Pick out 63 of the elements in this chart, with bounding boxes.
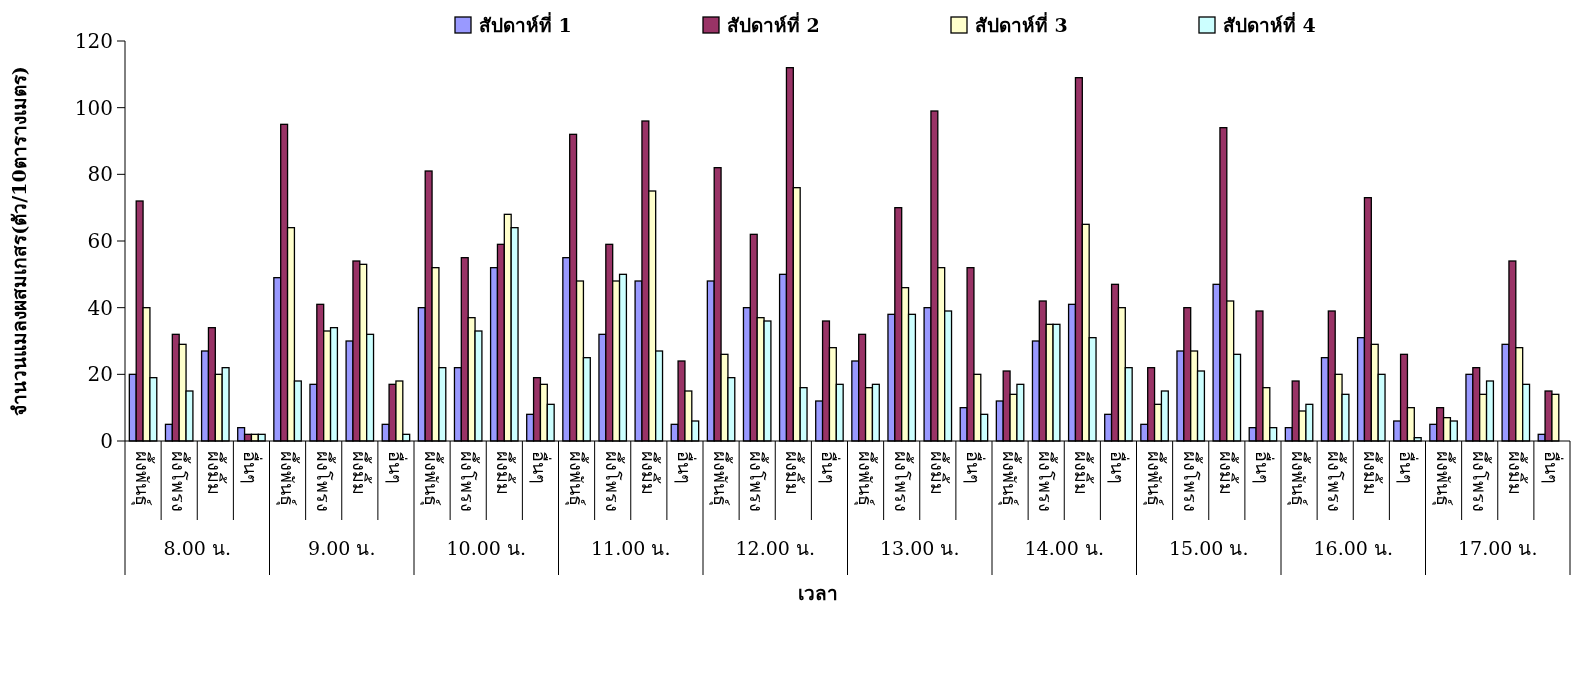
x-tick-label: อื่นๆ xyxy=(1107,451,1131,484)
y-tick-label: 120 xyxy=(74,29,113,53)
x-tick-label: ผึ้งมิ้ม xyxy=(348,451,372,495)
text: 9.00 น. xyxy=(308,537,376,559)
x-tick-label: ผึ้งพันธุ์ xyxy=(1431,451,1456,506)
x-tick-label: ผึ้งโพรง xyxy=(312,451,336,512)
x-tick-label: อื่นๆ xyxy=(529,451,553,484)
x-tick-label: ผึ้งโพรง xyxy=(890,451,914,512)
x-tick-label: ผึ้งมิ้ม xyxy=(926,451,950,495)
x-tick-label: อื่นๆ xyxy=(1251,451,1275,484)
x-axis-title: เวลา xyxy=(797,582,838,604)
text: 8.00 น. xyxy=(163,537,231,559)
y-tick-label: 60 xyxy=(87,229,113,253)
y-axis-title: จำนวนแมลงผสมเกสร(ตัว/10ตารางเมตร) xyxy=(8,66,30,416)
x-tick-label: อื่นๆ xyxy=(1396,451,1420,484)
text: 12.00 น. xyxy=(735,537,815,559)
text: 10.00 น. xyxy=(446,537,526,559)
y-tick-label: 100 xyxy=(74,95,113,120)
text: 14.00 น. xyxy=(1024,537,1104,559)
x-tick-label: ผึ้งมิ้ม xyxy=(637,451,661,495)
x-tick-label: ผึ้งมิ้ม xyxy=(782,451,806,495)
x-tick-label: อื่นๆ xyxy=(1540,451,1564,484)
text: 16.00 น. xyxy=(1313,537,1393,559)
x-tick-label: อื่นๆ xyxy=(818,451,842,484)
x-tick-label: ผึ้งพันธุ์ xyxy=(998,451,1023,506)
x-tick-label: ผึ้งโพรง xyxy=(168,451,192,512)
x-tick-label: อื่นๆ xyxy=(962,451,986,484)
x-tick-label: ผึ้งโพรง xyxy=(1179,451,1203,512)
x-tick-label: ผึ้งพันธุ์ xyxy=(709,451,734,506)
x-tick-label: อื่นๆ xyxy=(384,451,408,484)
legend-label: สัปดาห์ที่ 3 xyxy=(975,12,1068,36)
x-tick-label: ผึ้งมิ้ม xyxy=(1504,451,1528,495)
x-tick-label: ผึ้งโพรง xyxy=(1324,451,1348,512)
text: 15.00 น. xyxy=(1169,537,1249,559)
x-tick-label: ผึ้งพันธุ์ xyxy=(1142,451,1167,506)
x-tick-label: ผึ้งโพรง xyxy=(457,451,481,512)
x-tick-label: ผึ้งพันธุ์ xyxy=(131,451,156,506)
x-tick-label: ผึ้งพันธุ์ xyxy=(275,451,300,506)
x-tick-label: ผึ้งโพรง xyxy=(601,451,625,512)
x-tick-label: อื่นๆ xyxy=(673,451,697,484)
x-tick-label: ผึ้งพันธุ์ xyxy=(853,451,878,506)
text: 13.00 น. xyxy=(880,537,960,559)
x-tick-label: ผึ้งโพรง xyxy=(1035,451,1059,512)
x-tick-label: ผึ้งพันธุ์ xyxy=(420,451,445,506)
y-tick-label: 40 xyxy=(87,295,113,320)
y-tick-label: 0 xyxy=(100,429,113,453)
legend-label: สัปดาห์ที่ 2 xyxy=(727,12,820,36)
legend-label: สัปดาห์ที่ 4 xyxy=(1223,12,1316,36)
x-tick-label: ผึ้งมิ้ม xyxy=(1071,451,1095,495)
x-tick-label: ผึ้งโพรง xyxy=(1468,451,1492,512)
x-tick-label: ผึ้งโพรง xyxy=(746,451,770,512)
x-tick-label: ผึ้งมิ้ม xyxy=(1215,451,1239,495)
text: 17.00 น. xyxy=(1458,537,1538,559)
legend-label: สัปดาห์ที่ 1 xyxy=(479,12,572,36)
x-tick-label: ผึ้งมิ้ม xyxy=(493,451,517,495)
y-tick-label: 80 xyxy=(87,162,113,187)
text: 11.00 น. xyxy=(591,537,671,559)
x-tick-label: อื่นๆ xyxy=(240,451,264,484)
x-tick-label: ผึ้งมิ้ม xyxy=(204,451,228,495)
y-tick-label: 20 xyxy=(87,362,113,387)
x-tick-label: ผึ้งมิ้ม xyxy=(1360,451,1384,495)
x-tick-label: ผึ้งพันธุ์ xyxy=(1287,451,1312,506)
x-tick-label: ผึ้งพันธุ์ xyxy=(564,451,589,506)
